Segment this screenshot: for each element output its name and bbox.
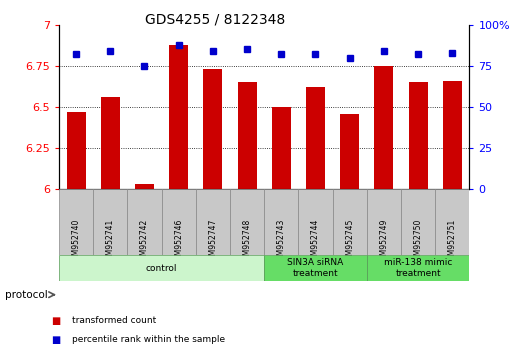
Bar <box>264 255 367 281</box>
Text: GSM952748: GSM952748 <box>243 219 251 265</box>
Text: SIN3A siRNA
treatment: SIN3A siRNA treatment <box>287 258 344 278</box>
Text: GSM952743: GSM952743 <box>277 219 286 265</box>
Bar <box>367 189 401 255</box>
Text: GSM952745: GSM952745 <box>345 219 354 265</box>
Bar <box>230 189 264 255</box>
Bar <box>67 112 86 189</box>
Text: GSM952749: GSM952749 <box>380 219 388 265</box>
Bar <box>374 66 393 189</box>
Text: transformed count: transformed count <box>72 316 156 325</box>
Bar <box>59 189 93 255</box>
Text: GSM952751: GSM952751 <box>448 219 457 265</box>
Bar <box>367 255 469 281</box>
Bar <box>162 189 196 255</box>
Text: miR-138 mimic
treatment: miR-138 mimic treatment <box>384 258 452 278</box>
Bar <box>264 189 299 255</box>
Text: GSM952744: GSM952744 <box>311 219 320 265</box>
Bar <box>169 45 188 189</box>
Bar <box>238 82 256 189</box>
Bar <box>306 87 325 189</box>
Bar <box>401 189 435 255</box>
Bar <box>59 255 264 281</box>
Bar <box>93 189 127 255</box>
Text: protocol: protocol <box>5 290 48 300</box>
Bar <box>443 81 462 189</box>
Text: GSM952747: GSM952747 <box>208 219 218 265</box>
Bar <box>409 82 427 189</box>
Bar <box>127 189 162 255</box>
Bar <box>340 114 359 189</box>
Bar <box>204 69 222 189</box>
Text: ■: ■ <box>51 335 61 345</box>
Text: ■: ■ <box>51 316 61 326</box>
Text: control: control <box>146 264 177 273</box>
Bar <box>272 107 291 189</box>
Bar <box>299 189 332 255</box>
Bar <box>435 189 469 255</box>
Bar <box>101 97 120 189</box>
Bar <box>332 189 367 255</box>
Text: GSM952742: GSM952742 <box>140 219 149 265</box>
Text: GSM952746: GSM952746 <box>174 219 183 265</box>
Bar <box>135 184 154 189</box>
Text: GDS4255 / 8122348: GDS4255 / 8122348 <box>145 12 286 27</box>
Text: percentile rank within the sample: percentile rank within the sample <box>72 335 225 344</box>
Text: GSM952740: GSM952740 <box>72 219 81 265</box>
Text: GSM952750: GSM952750 <box>413 219 423 265</box>
Text: GSM952741: GSM952741 <box>106 219 115 265</box>
Bar <box>196 189 230 255</box>
